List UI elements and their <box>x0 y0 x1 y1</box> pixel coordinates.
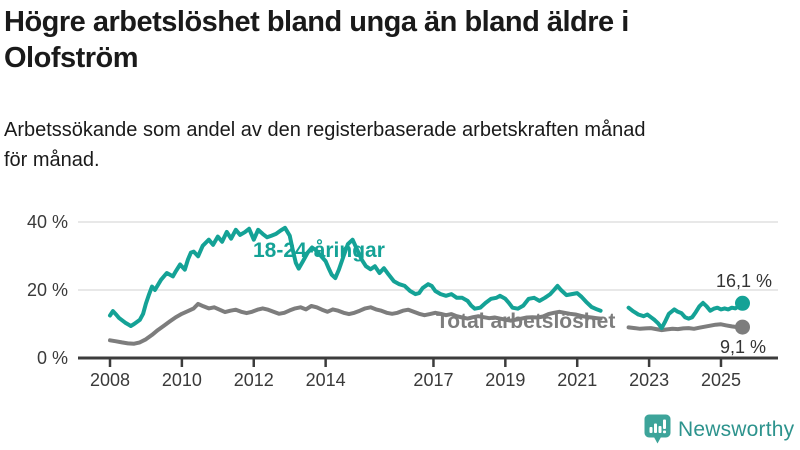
x-tick-label: 2008 <box>89 370 131 390</box>
x-tick-label: 2019 <box>485 370 526 390</box>
chart-subtitle-line-2: för månad. <box>4 149 100 171</box>
series-label-total: Total arbetslöshet <box>436 310 616 333</box>
chart-subtitle: Arbetssökande som andel av den registerb… <box>4 115 646 175</box>
x-tick-label: 2014 <box>305 370 346 390</box>
y-tick-label: 0 % <box>36 348 68 368</box>
series-label-18-24: 18-24-åringar <box>253 239 385 262</box>
end-value-label-18-24: 16,1 % <box>715 271 772 291</box>
chart-subtitle-line-1: Arbetssökande som andel av den registerb… <box>4 119 646 141</box>
end-value-label-total: 9,1 % <box>719 337 766 357</box>
x-tick-label: 2010 <box>161 370 202 390</box>
x-tick-label: 2012 <box>233 370 274 390</box>
newsworthy-wordmark: Newsworthy <box>678 417 795 441</box>
x-tick-label: 2023 <box>629 370 670 390</box>
chart-title-line-1: Högre arbetslöshet bland unga än bland ä… <box>4 6 629 38</box>
y-tick-label: 40 % <box>26 212 68 232</box>
chart-title-line-2: Olofström <box>4 42 139 74</box>
chart-title: Högre arbetslöshet bland unga än bland ä… <box>4 4 629 76</box>
end-dot-total <box>735 319 750 335</box>
x-tick-label: 2021 <box>557 370 598 390</box>
newsworthy-logo: Newsworthy <box>644 414 794 445</box>
y-tick-label: 20 % <box>26 280 68 300</box>
newsworthy-icon <box>644 414 671 444</box>
x-tick-label: 2025 <box>700 370 741 390</box>
x-tick-label: 2017 <box>413 370 454 390</box>
end-dot-young <box>735 295 750 311</box>
series-line-total <box>626 322 745 333</box>
series-line-young <box>626 300 745 331</box>
